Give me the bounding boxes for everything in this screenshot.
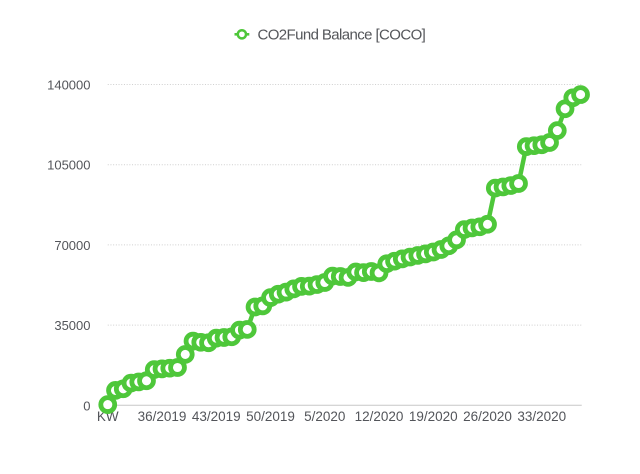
svg-text:70000: 70000 — [54, 238, 90, 253]
svg-text:CO2Fund Balance [COCO]: CO2Fund Balance [COCO] — [258, 26, 426, 43]
svg-text:140000: 140000 — [47, 78, 90, 93]
svg-text:36/2019: 36/2019 — [138, 409, 187, 424]
svg-text:43/2019: 43/2019 — [192, 409, 241, 424]
svg-text:26/2020: 26/2020 — [463, 409, 512, 424]
svg-text:12/2020: 12/2020 — [355, 409, 404, 424]
svg-text:50/2019: 50/2019 — [246, 409, 295, 424]
svg-text:35000: 35000 — [54, 318, 90, 333]
svg-text:KW: KW — [97, 409, 119, 424]
svg-text:0: 0 — [83, 398, 90, 413]
svg-text:105000: 105000 — [47, 158, 90, 173]
svg-text:19/2020: 19/2020 — [409, 409, 458, 424]
svg-text:33/2020: 33/2020 — [517, 409, 566, 424]
svg-text:5/2020: 5/2020 — [304, 409, 345, 424]
